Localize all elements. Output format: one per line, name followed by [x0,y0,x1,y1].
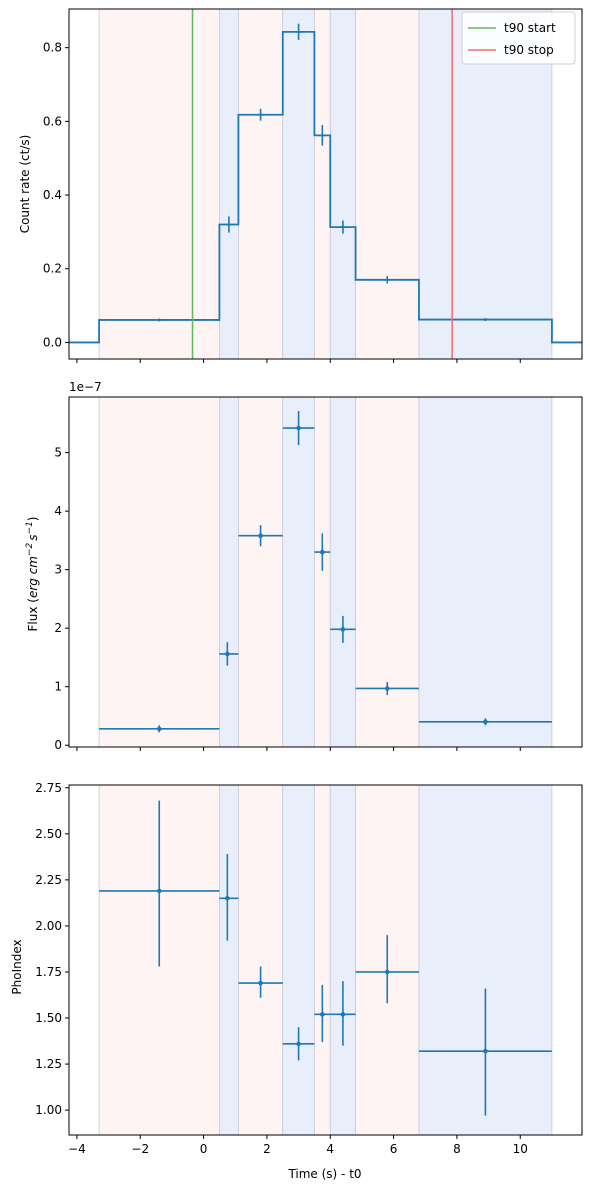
photon-index-xtick-label-2: 0 [200,1142,208,1156]
legend-t90-start-label: t90 start [504,21,556,35]
photon-index-xtick-label-4: 4 [326,1142,334,1156]
photon-index-ytick-label-0: 1.00 [35,1103,62,1117]
photon-index-band-blue-3 [282,785,315,1135]
photon-index-ytick-label-5: 2.25 [35,873,62,887]
flux-ylabel-exp1: −2 [25,542,35,556]
photon-index-ytick-label-7: 2.75 [35,781,62,795]
flux-ytick-label-2: 2 [54,621,62,635]
legend: t90 start t90 stop [461,11,576,65]
count-rate-band-pink-0 [98,9,220,359]
count-rate-plot-area [69,9,582,359]
count-rate-band-blue-3 [282,9,315,359]
flux-point-3-marker [296,425,301,431]
photon-index-ytick-label-2: 1.50 [35,1011,62,1025]
flux-point-6-marker [384,686,390,691]
flux-ylabel-unit2: s [26,534,40,540]
flux-plot-area [98,397,553,747]
count-rate-step-line [69,30,582,344]
flux-point-7-marker [483,719,488,725]
photon-index-frame [68,784,583,1136]
count-rate-ytick-label-2: 0.4 [43,188,62,202]
photon-index-ytick-label-1: 1.25 [35,1057,62,1071]
flux-point-2-marker [258,533,263,539]
photon-index-band-blue-5 [329,785,356,1135]
photon-index-xtick-label-5: 6 [390,1142,398,1156]
flux-band-pink-2 [238,397,284,747]
count-rate-ytick-label-3: 0.6 [43,114,62,128]
count-rate-band-pink-2 [238,9,284,359]
time-xlabel: Time (s) - t0 [287,1167,361,1181]
photon-index-ytick-label-3: 1.75 [35,965,62,979]
photon-index-xtick-label-1: −2 [131,1142,149,1156]
legend-frame [461,11,576,65]
photon-index-xtick-label-7: 10 [513,1142,528,1156]
photon-index-xtick-label-3: 2 [263,1142,271,1156]
flux-ylabel-exp2: −1 [25,521,35,534]
flux-band-blue-3 [282,397,315,747]
flux-ytick-label-5: 5 [54,446,62,460]
flux-ytick-label-0: 0 [54,738,62,752]
flux-ylabel-text: Flux ( [26,598,40,631]
flux-ylabel: Flux (erg cm−2 s−1) [25,516,40,631]
flux-band-blue-1 [219,397,239,747]
flux-point-5-marker [340,627,346,632]
count-rate-band-blue-5 [329,9,356,359]
count-rate-band-blue-1 [219,9,239,359]
flux-point-0-marker [156,726,162,732]
flux-band-blue-5 [329,397,356,747]
flux-point-4-marker [320,549,325,555]
photon-index-band-blue-1 [219,785,239,1135]
count-rate-ytick-label-0: 0.0 [43,335,62,349]
photon-index-point-0-marker [156,888,162,894]
photon-index-ytick-label-4: 2.00 [35,919,62,933]
flux-band-blue-7 [418,397,553,747]
flux-frame [68,396,583,748]
flux-offset-text: 1e−7 [69,380,102,394]
photon-index-point-7-marker [483,1048,488,1054]
flux-ylabel-close: ) [26,516,40,521]
count-rate-frame [68,8,583,360]
count-rate-ylabel: Count rate (ct/s) [18,135,32,234]
photon-index-point-3-marker [296,1041,301,1047]
flux-ylabel-unit: erg cm [26,556,40,598]
flux-point-1-marker [225,651,230,657]
flux-ytick-label-4: 4 [54,504,62,518]
count-rate-band-pink-4 [314,9,331,359]
photon-index-point-1-marker [225,895,230,901]
flux-band-pink-4 [314,397,331,747]
legend-t90-stop-label: t90 stop [504,43,554,57]
count-rate-panel: 0.0 0.2 0.4 0.6 0.8 [43,8,583,363]
photon-index-ytick-label-6: 2.50 [35,827,62,841]
photon-index-ylabel: PhoIndex [10,939,24,994]
count-rate-ytick-label-4: 0.8 [43,41,62,55]
count-rate-ytick-label-1: 0.2 [43,262,62,276]
count-rate-band-blue-7 [418,9,553,359]
photon-index-point-2-marker [258,980,263,986]
flux-band-pink-0 [98,397,220,747]
photon-index-point-6-marker [384,969,390,975]
photon-index-point-5-marker [340,1012,346,1017]
photon-index-plot-area [98,785,553,1135]
photon-index-panel: 1.00 1.25 1.50 1.75 2.00 2.25 2.50 2.75 −4 −2 0 2 4 6… [35,781,583,1156]
photon-index-point-4-marker [320,1012,325,1017]
flux-ytick-label-1: 1 [54,680,62,694]
count-rate-band-pink-6 [355,9,420,359]
flux-ytick-label-3: 3 [54,563,62,577]
photon-index-band-pink-4 [314,785,331,1135]
photon-index-band-pink-2 [238,785,284,1135]
flux-panel: 0 1 2 3 4 5 [54,396,583,752]
photon-index-xtick-label-6: 8 [453,1142,461,1156]
photon-index-xtick-label-0: −4 [68,1142,86,1156]
